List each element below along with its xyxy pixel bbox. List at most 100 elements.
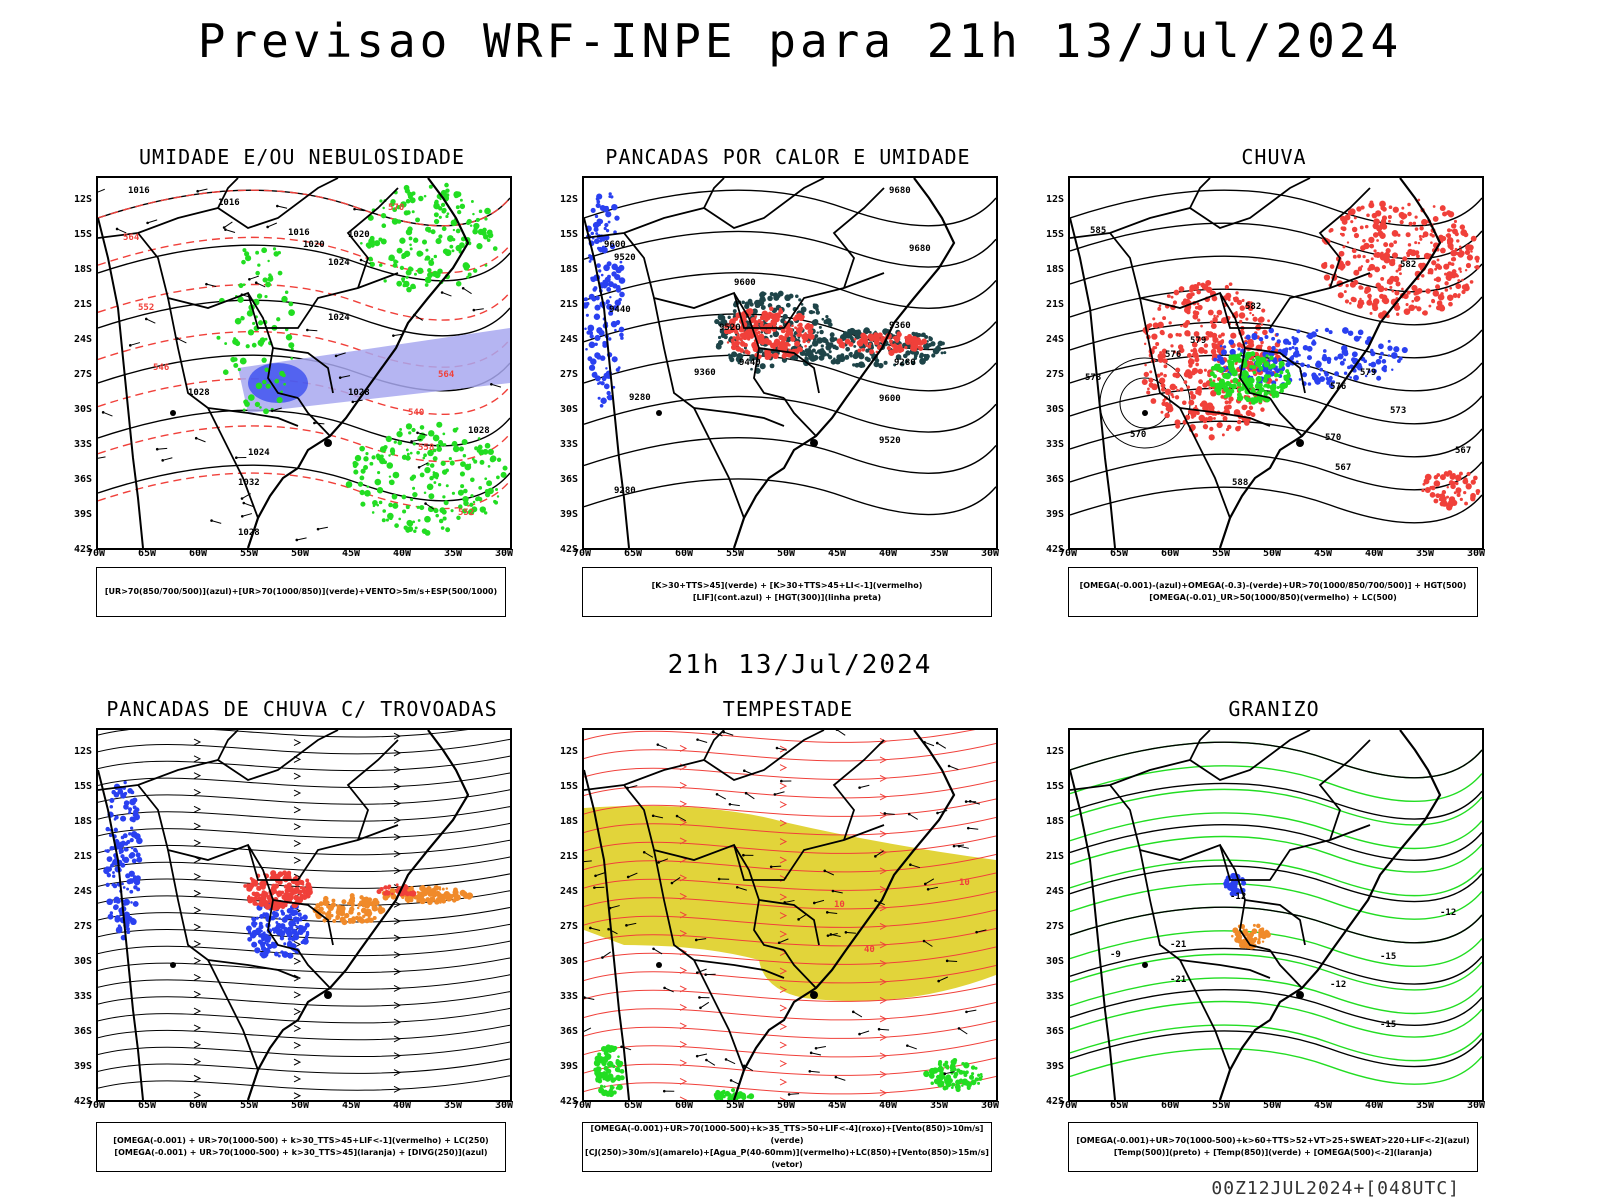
contour-label: 10 [834, 900, 845, 910]
contour-label: 582 [1245, 302, 1262, 312]
contour-label: 570 [388, 203, 405, 213]
contour-label: 573 [1390, 406, 1407, 416]
contour-label: 9280 [894, 358, 916, 368]
lon-tick-label: 35W [1415, 1100, 1435, 1111]
contour-label: 9600 [604, 240, 626, 250]
lon-tick-label: 60W [674, 548, 694, 559]
lon-tick-label: 35W [929, 1100, 949, 1111]
lat-tick-label: 42S [1045, 544, 1064, 555]
lon-tick-label: 60W [1160, 548, 1180, 559]
lat-tick-label: 24S [73, 886, 92, 897]
lon-tick-label: 55W [1211, 548, 1231, 559]
forecast-map-1: 9680 9600 9520 9440 9360 9280 9600 9520 9440 9360… [582, 176, 998, 550]
lat-tick-label: 24S [559, 886, 578, 897]
contour-label: 540 [408, 408, 425, 418]
blue-divg-central [245, 899, 310, 959]
lon-tick-label: 70W [572, 548, 592, 559]
lon-tick-label: 65W [623, 1100, 643, 1111]
lif-blue-west [584, 192, 626, 408]
lat-tick-label: 12S [73, 746, 92, 757]
contour-label: 579 [1190, 336, 1207, 346]
lat-tick-label: 12S [1045, 194, 1064, 205]
lat-tick-label: 42S [73, 1096, 92, 1107]
legend-line: [UR>70(850/700/500)](azul)+[UR>70(1000/8… [104, 587, 498, 596]
lon-tick-label: 65W [623, 548, 643, 559]
contour-label: 1016 [288, 228, 310, 238]
red-rain-se [1421, 470, 1481, 511]
red-convection-east [836, 331, 928, 356]
contour-label: -15 [1380, 1020, 1397, 1030]
legend-line: [OMEGA(-0.01)_UR>50(1000/850)(vermelho) … [1149, 593, 1397, 602]
forecast-map-0: 1016 1016 1016 1020 1020 1024 1024 1024 1028 1028… [96, 176, 512, 550]
panel-title-2: CHUVA [1241, 145, 1307, 169]
page-title: Previsao WRF-INPE para 21h 13/Jul/2024 [197, 14, 1403, 68]
legend-line: [OMEGA(-0.001) + UR>70(1000-500) + k>30_… [113, 1136, 489, 1145]
lon-tick-label: 55W [239, 1100, 259, 1111]
blue-omega [1213, 327, 1408, 389]
lon-tick-label: 45W [1313, 548, 1333, 559]
lat-tick-label: 21S [73, 299, 92, 310]
lon-tick-label: 70W [86, 1100, 106, 1111]
legend-line: [OMEGA(-0.001) + UR>70(1000-500) + k>30_… [114, 1148, 488, 1157]
contour-label: 9520 [614, 253, 636, 263]
lat-tick-label: 21S [1045, 299, 1064, 310]
contour-label: 1028 [238, 528, 260, 538]
lat-tick-label: 12S [559, 746, 578, 757]
contour-label: -9 [1110, 950, 1121, 960]
lon-tick-label: 50W [1262, 548, 1282, 559]
lat-tick-label: 33S [559, 439, 578, 450]
legend-line: [OMEGA(-0.001)-(azul)+OMEGA(-0.3)-(verde… [1079, 581, 1467, 590]
lon-tick-label: 60W [674, 1100, 694, 1111]
contour-label: 9600 [734, 278, 756, 288]
lon-tick-label: 70W [572, 1100, 592, 1111]
contour-label: 9520 [719, 323, 741, 333]
lon-tick-label: 60W [188, 548, 208, 559]
lat-tick-label: 27S [559, 369, 578, 380]
lat-tick-label: 18S [73, 816, 92, 827]
lon-tick-label: 45W [827, 1100, 847, 1111]
lon-tick-label: 45W [827, 548, 847, 559]
lat-tick-label: 15S [1045, 229, 1064, 240]
lat-tick-label: 18S [1045, 264, 1064, 275]
contour-label: 1016 [128, 186, 150, 196]
lat-tick-label: 12S [1045, 746, 1064, 757]
contour-label: 1016 [218, 198, 240, 208]
contour-label: 1024 [328, 258, 350, 268]
forecast-map-5: -12 -12 -15 -21 -12 -21 -15 -9 [1068, 728, 1484, 1102]
contour-label: 570 [1130, 430, 1147, 440]
lat-tick-label: 30S [1045, 956, 1064, 967]
hgt300-contours [584, 189, 996, 516]
contour-label: 1028 [468, 426, 490, 436]
lc850-streamlines [584, 730, 996, 1100]
contour-label: 9440 [739, 358, 761, 368]
lat-tick-label: 39S [73, 1061, 92, 1072]
lat-tick-label: 36S [1045, 1026, 1064, 1037]
lon-tick-label: 35W [443, 1100, 463, 1111]
lon-tick-label: 30W [494, 1100, 514, 1111]
lat-tick-label: 42S [559, 1096, 578, 1107]
contour-label: 9280 [629, 393, 651, 403]
green-humidity-north [360, 182, 498, 293]
contour-label: 9440 [609, 305, 631, 315]
contour-label: 567 [1335, 463, 1352, 473]
lat-tick-label: 18S [1045, 816, 1064, 827]
contour-label: 40 [864, 945, 875, 955]
lat-tick-label: 15S [559, 781, 578, 792]
low-center [1119, 377, 1171, 429]
contour-label: 9360 [889, 321, 911, 331]
page-subtitle: 21h 13/Jul/2024 [667, 650, 933, 680]
forecast-map-2: 585 582 579 576 573 570 567 582 579 576 573 570 567 5… [1068, 176, 1484, 550]
panel-legend-0: [UR>70(850/700/500)](azul)+[UR>70(1000/8… [96, 567, 506, 617]
contour-label: 546 [153, 363, 170, 373]
lat-tick-label: 30S [73, 956, 92, 967]
lat-tick-label: 36S [1045, 474, 1064, 485]
lon-tick-label: 50W [776, 548, 796, 559]
lat-tick-label: 30S [1045, 404, 1064, 415]
contour-label: -21 [1170, 975, 1187, 985]
lon-tick-label: 55W [239, 548, 259, 559]
lon-tick-label: 50W [290, 548, 310, 559]
lat-tick-label: 24S [559, 334, 578, 345]
temp500-contours [1070, 741, 1482, 1068]
red-rain-north [1321, 198, 1480, 319]
lon-tick-label: 40W [1364, 548, 1384, 559]
